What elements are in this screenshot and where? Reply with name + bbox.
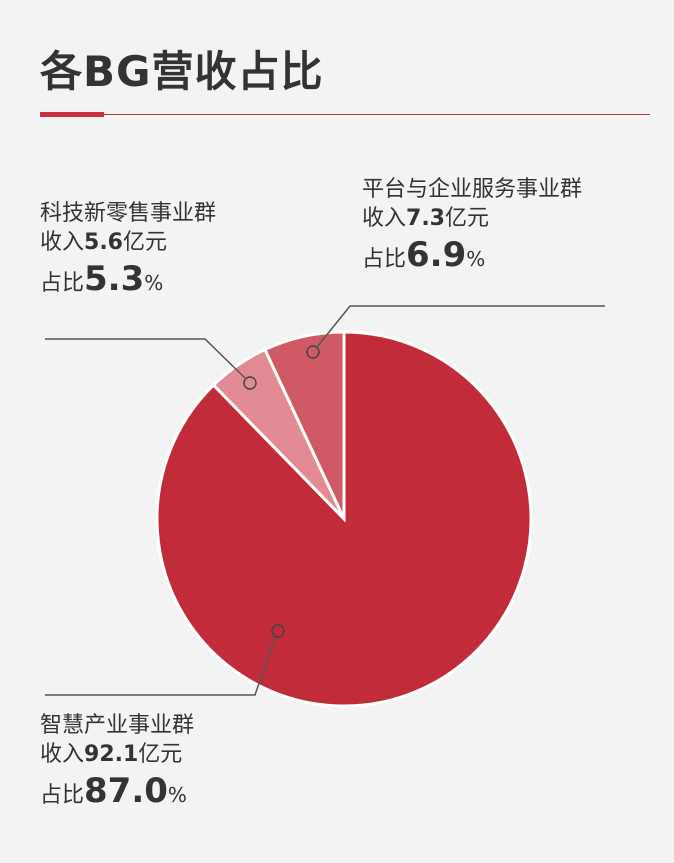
label-platform-name: 平台与企业服务事业群 [362, 177, 583, 202]
leader-dot-platform [306, 345, 320, 359]
leader-line-industry [45, 636, 276, 696]
page-title: 各BG营收占比 [40, 47, 324, 96]
label-industry: 智慧产业事业群 收入92.1亿元 占比87.0% [40, 712, 194, 813]
leader-dot-tech [243, 376, 257, 390]
title-divider [40, 114, 650, 115]
label-tech: 科技新零售事业群 收入5.6亿元 占比5.3% [40, 200, 216, 301]
label-platform: 平台与企业服务事业群 收入7.3亿元 占比6.9% [362, 176, 582, 277]
label-platform-revenue: 收入7.3亿元 [362, 205, 490, 231]
label-tech-name: 科技新零售事业群 [40, 201, 217, 226]
label-tech-share: 占比5.3% [40, 259, 164, 300]
label-industry-share: 占比87.0% [40, 771, 187, 812]
label-platform-share: 占比6.9% [362, 235, 486, 276]
label-industry-revenue: 收入92.1亿元 [40, 741, 183, 767]
leader-dot-industry [271, 624, 285, 638]
label-tech-revenue: 收入5.6亿元 [40, 229, 168, 255]
label-industry-name: 智慧产业事业群 [40, 713, 195, 738]
leader-line-platform [316, 305, 605, 348]
leader-line-tech [45, 338, 246, 379]
title-divider-accent [40, 112, 104, 117]
pie-slice-industry [155, 330, 533, 708]
